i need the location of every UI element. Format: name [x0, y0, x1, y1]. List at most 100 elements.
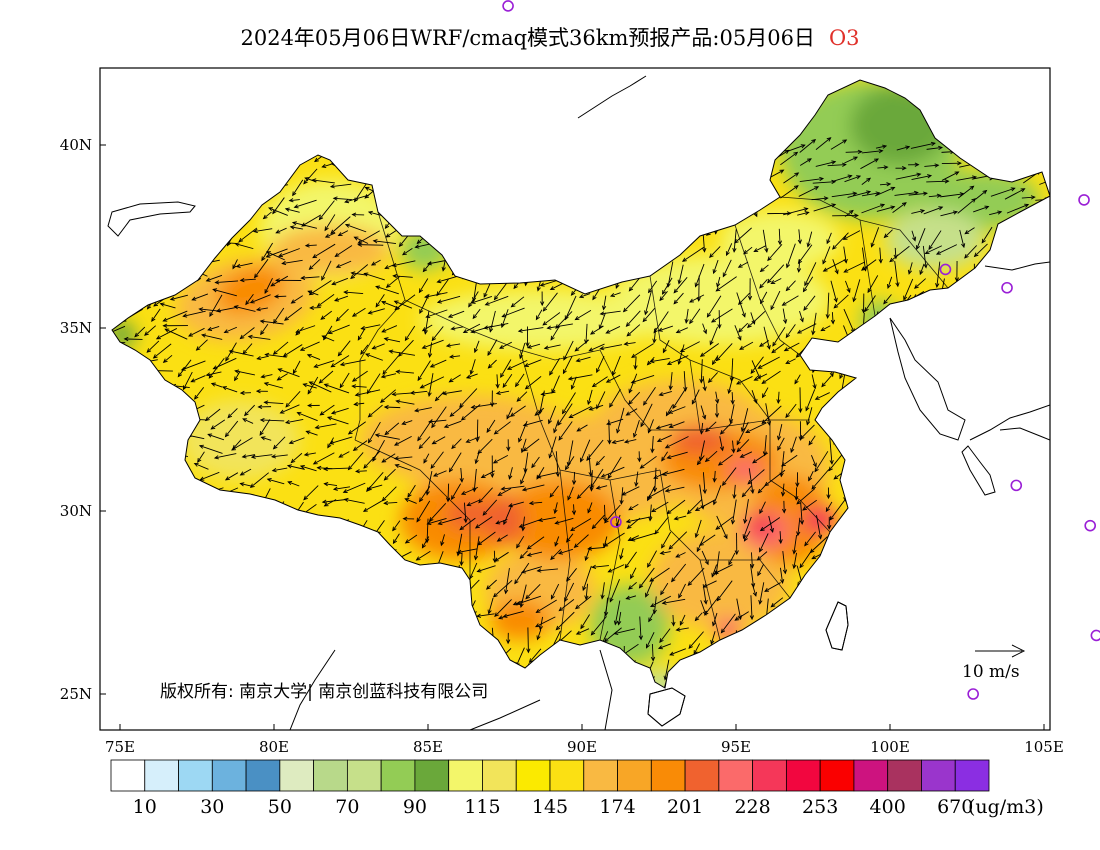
wind-arrow: [517, 327, 544, 333]
wind-arrow: [402, 567, 416, 572]
lon-tick-label: 90E: [567, 738, 597, 756]
wind-arrow: [509, 405, 526, 417]
wind-arrow: [286, 464, 305, 470]
wind-arrow: [821, 581, 830, 603]
wind-arrow: [567, 180, 574, 191]
wind-arrow: [268, 207, 288, 216]
wind-arrow: [849, 660, 864, 678]
wind-arrow: [905, 675, 927, 688]
wind-arrow: [231, 173, 252, 181]
wind-arrow: [833, 294, 849, 309]
wind-arrow: [681, 246, 705, 262]
wind-arrow: [888, 436, 894, 457]
wind-arrow: [259, 419, 271, 436]
wind-arrow: [404, 325, 416, 342]
wind-arrow: [104, 422, 111, 435]
wind-arrow: [813, 678, 818, 688]
wind-arrow: [683, 371, 688, 392]
wind-arrow: [717, 310, 722, 329]
wind-arrow: [794, 374, 801, 385]
wind-arrow: [626, 693, 640, 709]
wind-arrow: [958, 360, 963, 378]
wind-arrow: [1005, 693, 1011, 717]
wind-arrow: [877, 324, 882, 349]
wind-arrow: [93, 374, 112, 382]
wind-arrow: [907, 340, 912, 368]
wind-arrow: [745, 676, 753, 688]
wind-arrow: [445, 483, 451, 503]
wind-arrow: [408, 644, 428, 656]
stations: [502, 0, 1100, 700]
wind-arrow: [296, 411, 318, 422]
wind-arrow: [911, 472, 925, 482]
wind-arrow: [710, 631, 716, 645]
wind-arrow: [180, 608, 205, 615]
wind-arrow: [693, 643, 701, 656]
concentration-patch: [750, 516, 770, 534]
wind-arrow: [794, 694, 800, 718]
wind-arrow: [651, 199, 656, 224]
wind-arrow: [329, 614, 348, 632]
wind-arrow: [578, 228, 593, 245]
colorbar-swatch: [583, 759, 618, 792]
wind-arrow: [715, 343, 733, 362]
wind-arrow: [302, 383, 317, 389]
wind-arrow: [162, 612, 175, 625]
wind-arrow: [381, 566, 397, 572]
wind-arrow: [918, 439, 925, 451]
wind-arrow: [540, 291, 545, 307]
wind-arrow: [431, 406, 447, 429]
wind-arrow: [829, 500, 846, 521]
wind-arrow: [354, 389, 381, 397]
wind-arrow: [999, 246, 1009, 253]
wind-arrow: [208, 195, 224, 209]
wind-arrow: [514, 147, 524, 169]
wind-arrow: [508, 164, 524, 169]
wind-arrow: [528, 500, 543, 506]
wind-arrow: [383, 500, 398, 506]
concentration-patch: [490, 600, 550, 640]
wind-arrow: [593, 663, 606, 671]
wind-arrow: [510, 296, 525, 308]
wind-arrow: [160, 550, 178, 565]
wind-arrow: [255, 502, 269, 525]
wind-arrow: [112, 483, 124, 494]
wind-arrow: [202, 599, 223, 611]
wind-arrow: [827, 516, 832, 530]
wind-arrow: [1037, 438, 1042, 455]
wind-arrow: [374, 433, 400, 440]
wind-arrow: [959, 229, 966, 249]
wind-arrow: [970, 498, 992, 512]
station-marker: [502, 0, 514, 12]
coastlines: [107, 75, 1050, 730]
colorbar-label: 10: [133, 796, 157, 818]
wind-arrow: [1019, 612, 1025, 636]
wind-arrow: [196, 548, 205, 558]
wind-arrow: [465, 373, 478, 379]
wind-arrow: [844, 209, 854, 217]
wind-arrow: [535, 599, 557, 613]
wind-arrow: [799, 138, 817, 153]
wind-arrow: [1033, 662, 1041, 673]
wind-arrow: [293, 199, 317, 209]
wind-arrow: [452, 149, 479, 157]
wind-arrow: [553, 231, 559, 248]
wind-arrow: [464, 200, 480, 221]
wind-arrow: [927, 597, 932, 613]
wind-arrow: [872, 488, 880, 508]
wind-arrow: [120, 256, 143, 263]
wind-arrow: [712, 259, 719, 275]
wind-arrow: [207, 518, 225, 523]
wind-arrow: [324, 232, 336, 238]
wind-arrow: [702, 323, 708, 335]
wind-arrow: [275, 227, 287, 234]
wind-arrow: [943, 567, 952, 591]
wind-arrow: [307, 290, 319, 296]
wind-arrow: [231, 143, 255, 150]
wind-arrow: [456, 644, 476, 658]
wind-arrow: [231, 437, 253, 451]
wind-arrow: [528, 230, 540, 238]
wind-arrow: [791, 658, 798, 679]
wind-arrow: [1008, 157, 1023, 165]
wind-arrow: [508, 467, 513, 480]
